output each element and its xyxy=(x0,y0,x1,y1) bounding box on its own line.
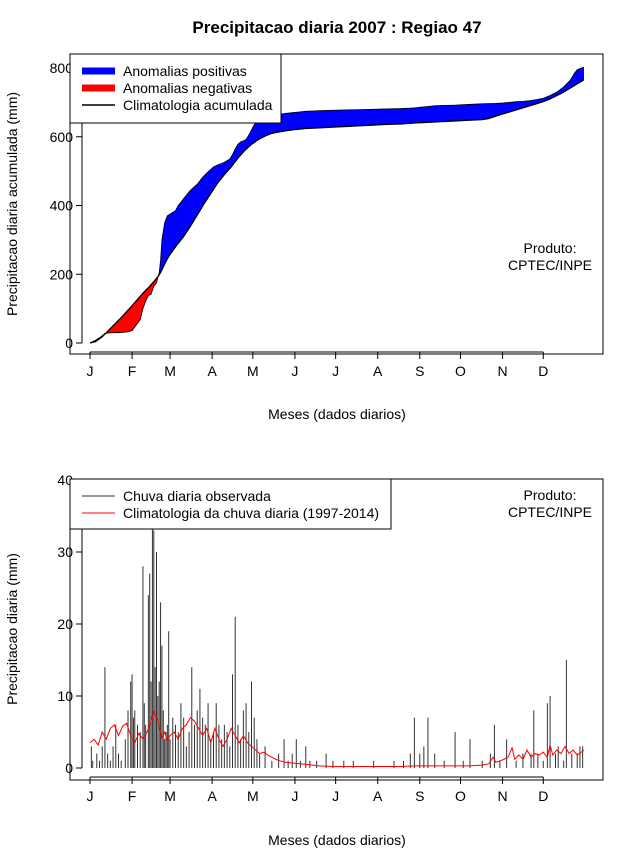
daily-y-tick-label: 10 xyxy=(57,688,73,704)
cumulative-x-tick-label: J xyxy=(291,363,298,379)
cumulative-legend: Anomalias positivas Anomalias negativas … xyxy=(69,53,282,124)
positive-anomaly-area xyxy=(90,67,584,343)
daily-x-tick-label: N xyxy=(498,788,508,804)
credit-line-1: Produto: xyxy=(524,240,577,256)
cumulative-y-tick-label: 200 xyxy=(50,266,74,282)
daily-legend: Chuva diaria observada Climatologia da c… xyxy=(69,478,392,530)
daily-x-tick-label: M xyxy=(247,788,259,804)
cumulative-plot-area xyxy=(89,66,585,344)
cumulative-x-label: Meses (dados diarios) xyxy=(268,406,406,422)
cumulative-y-tick-label: 800 xyxy=(50,60,74,76)
cumulative-x-tick-label: N xyxy=(498,363,508,379)
daily-y-tick-label: 40 xyxy=(57,472,73,488)
daily-climatology-line xyxy=(89,708,585,768)
legend-box xyxy=(69,478,392,530)
legend-label-climatology: Climatologia da chuva diaria (1997-2014) xyxy=(123,505,379,521)
legend-label-positive: Anomalias positivas xyxy=(123,63,247,79)
daily-x-tick-label: J xyxy=(291,788,298,804)
cumulative-y-label: Precipitacao diaria acumulada (mm) xyxy=(4,92,20,316)
daily-chart: 0 10 20 30 40 J F M A M J J A S O N D Meses (dados diar… xyxy=(4,472,604,848)
daily-x-tick-label: O xyxy=(455,788,466,804)
climatology-cumulative-line xyxy=(89,79,585,344)
cumulative-x-tick-label: A xyxy=(373,363,383,379)
credit-line-2: CPTEC/INPE xyxy=(508,504,592,520)
cumulative-x-tick-label: F xyxy=(128,363,137,379)
cumulative-x-tick-label: A xyxy=(207,363,217,379)
daily-y-tick-label: 0 xyxy=(65,760,73,776)
daily-y-tick-label: 30 xyxy=(57,544,73,560)
credit-line-2: CPTEC/INPE xyxy=(508,257,592,273)
daily-bars xyxy=(90,516,584,768)
daily-x-tick-label: F xyxy=(128,788,137,804)
chart-title: Precipitacao diaria 2007 : Regiao 47 xyxy=(192,18,481,37)
cumulative-x-tick-label: M xyxy=(164,363,176,379)
cumulative-plot-frame xyxy=(69,53,604,355)
daily-x-tick-label: J xyxy=(87,788,94,804)
daily-x-tick-label: M xyxy=(164,788,176,804)
cumulative-y-tick-label: 400 xyxy=(50,198,74,214)
daily-x-tick-label: S xyxy=(415,788,424,804)
cumulative-x-tick-label: O xyxy=(455,363,466,379)
daily-x-tick-label: J xyxy=(332,788,339,804)
cumulative-x-tick-label: J xyxy=(87,363,94,379)
cumulative-x-tick-label: J xyxy=(332,363,339,379)
cumulative-y-tick-label: 0 xyxy=(65,335,73,351)
daily-x-tick-label: D xyxy=(538,788,548,804)
observed-cumulative-line xyxy=(89,66,585,344)
credit-line-1: Produto: xyxy=(524,487,577,503)
legend-label-observed: Chuva diaria observada xyxy=(123,488,271,504)
daily-x-tick-label: A xyxy=(207,788,217,804)
cumulative-x-tick-label: M xyxy=(247,363,259,379)
cumulative-x-tick-label: D xyxy=(538,363,548,379)
daily-x-label: Meses (dados diarios) xyxy=(268,832,406,848)
daily-y-tick-label: 20 xyxy=(57,616,73,632)
daily-x-tick-label: A xyxy=(373,788,383,804)
cumulative-y-tick-label: 600 xyxy=(50,129,74,145)
daily-y-label: Precipitacao diaria (mm) xyxy=(4,553,20,705)
cumulative-x-tick-label: S xyxy=(415,363,424,379)
legend-label-negative: Anomalias negativas xyxy=(123,80,252,96)
cumulative-chart: 0 200 400 600 800 J F M A M J J A S O N D Meses (dados … xyxy=(4,53,604,422)
legend-label-climatology: Climatologia acumulada xyxy=(123,97,273,113)
